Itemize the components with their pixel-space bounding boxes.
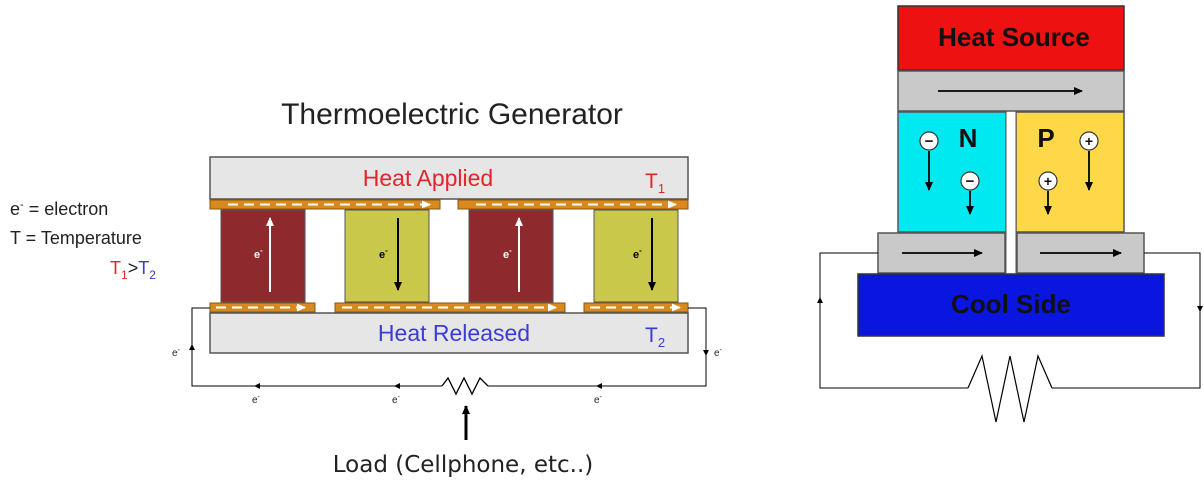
- np-gap: [1006, 112, 1016, 273]
- circuit-electron-right: e-: [714, 347, 723, 359]
- circuit-electron-bottom-3: e-: [594, 394, 603, 406]
- p-carrier-1: +: [1079, 131, 1099, 191]
- top-temp-label: T1: [645, 170, 665, 196]
- svg-text:+: +: [1044, 173, 1052, 189]
- n-carrier-2: −: [960, 171, 980, 215]
- heat-applied-label: Heat Applied: [363, 165, 493, 191]
- thermoelectric-generator-diagram: Thermoelectric Generator e- = electron T…: [10, 98, 723, 478]
- p-leg-1: [220, 209, 306, 303]
- load-label: Load (Cellphone, etc..): [333, 452, 593, 478]
- n-leg-2: [593, 209, 679, 303]
- n-leg-1-electron-label: e-: [379, 246, 388, 261]
- load-resistor: [441, 376, 489, 396]
- cool-side-block: [857, 273, 1165, 337]
- p-label: P: [1037, 123, 1054, 153]
- cool-side-label: Cool Side: [951, 289, 1071, 319]
- legend: e- = electron T = Temperature T1>T2: [10, 199, 156, 282]
- heat-source-label: Heat Source: [938, 22, 1090, 52]
- n-carrier-1: −: [919, 131, 939, 191]
- diagram-title: Thermoelectric Generator: [281, 98, 623, 131]
- svg-text:+: +: [1085, 133, 1093, 149]
- circuit-electron-bottom-2: e-: [392, 394, 401, 406]
- n-leg-1: [344, 209, 430, 303]
- n-leg-2-electron-label: e-: [633, 246, 642, 261]
- legend-temperature: T = Temperature: [10, 228, 142, 248]
- circuit-electron-left: e-: [172, 347, 181, 359]
- circuit-electron-bottom-1: e-: [252, 394, 261, 406]
- top-plate: [209, 156, 689, 200]
- n-label: N: [959, 123, 978, 153]
- bottom-plate: [209, 312, 689, 354]
- heat-source-block: [897, 5, 1125, 71]
- peltier-circuit: [819, 252, 1201, 423]
- p-leg-2-electron-label: e-: [503, 246, 512, 261]
- legend-electron: e- = electron: [10, 199, 108, 219]
- p-leg-2: [468, 209, 554, 303]
- svg-text:−: −: [925, 133, 934, 150]
- heat-released-label: Heat Released: [378, 320, 530, 346]
- legend-relation: T1>T2: [110, 258, 156, 282]
- peltier-resistor: [967, 354, 1053, 423]
- p-leg-1-electron-label: e-: [254, 246, 263, 261]
- bottom-connector-2: [334, 302, 566, 313]
- n-type-block: [897, 111, 1007, 233]
- svg-text:−: −: [966, 173, 975, 190]
- p-carrier-2: +: [1038, 171, 1058, 215]
- bottom-temp-label: T2: [645, 324, 665, 350]
- bottom-conductor-left: [877, 232, 1006, 274]
- p-type-block: [1015, 111, 1125, 233]
- peltier-module-diagram: Heat Source N P − − + +: [817, 5, 1203, 423]
